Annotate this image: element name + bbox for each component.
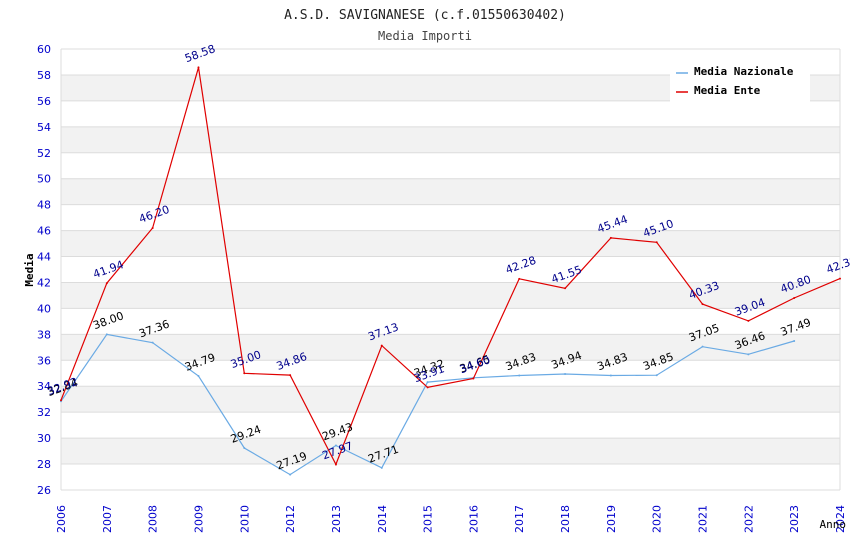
grid-band [61,438,840,465]
grid-band [61,386,840,413]
data-point [197,66,200,69]
y-tick-label: 42 [37,276,51,289]
chart-subtitle: Media Importi [378,29,472,43]
y-axis-label: Media [23,253,36,286]
y-tick-label: 26 [37,484,51,497]
series-line-media-ente [60,67,841,466]
data-point [289,374,292,377]
data-point [747,353,750,356]
y-tick-label: 34 [37,380,51,393]
x-axis-label: Anno [820,518,847,531]
grid-band [61,126,840,153]
data-point [289,473,292,476]
data-point [380,344,383,347]
data-point [60,399,62,402]
data-point [839,277,841,280]
data-point [518,277,521,280]
x-tick-label: 2010 [238,505,251,533]
legend-box [670,60,810,102]
y-tick-label: 56 [37,95,51,108]
x-tick-label: 2020 [651,505,664,533]
data-point [243,446,246,449]
background-bands [61,74,840,465]
data-point [655,241,658,244]
data-point [334,463,337,466]
y-tick-label: 32 [37,406,51,419]
x-tick-label: 2008 [147,505,160,533]
grid-band [61,178,840,205]
data-point [426,381,429,384]
grid-band [61,282,840,309]
x-tick-label: 2007 [101,505,114,533]
data-point [243,372,246,375]
x-tick-label: 2015 [422,505,435,533]
legend-label-nazionale: Media Nazionale [694,65,794,78]
data-point [793,297,796,300]
data-point [151,341,154,344]
y-tick-label: 40 [37,302,51,315]
y-tick-label: 36 [37,354,51,367]
y-tick-label: 38 [37,328,51,341]
grid-band [61,230,840,257]
series-group [60,66,841,476]
y-axis-ticks: 26 28 30 32 34 36 38 40 42 44 46 48 50 52 54 56 58 60 [37,43,51,497]
x-axis-ticks: 2006 2007 2008 2009 2010 2012 2013 2014 2015 2016… [55,505,847,533]
x-tick-label: 2019 [605,505,618,533]
data-label: 58.58 [183,42,217,65]
data-label: 41.94 [91,258,125,281]
data-point [380,466,383,469]
data-point [105,282,108,285]
y-tick-label: 30 [37,432,51,445]
x-tick-label: 2021 [697,505,710,533]
data-point [655,374,658,377]
gridlines [60,48,841,491]
y-tick-label: 46 [37,225,51,238]
x-tick-label: 2017 [513,505,526,533]
x-tick-label: 2022 [742,505,755,533]
data-point [518,374,521,377]
y-tick-label: 52 [37,147,51,160]
grid-band [61,334,840,361]
data-point [197,374,200,377]
x-tick-label: 2018 [559,505,572,533]
x-tick-label: 2009 [192,505,205,533]
data-point [426,386,429,389]
y-tick-label: 50 [37,173,51,186]
data-point [609,374,612,377]
x-tick-label: 2006 [55,505,68,533]
data-point [151,226,154,229]
data-point [564,373,567,376]
data-point [472,377,475,380]
x-tick-label: 2014 [376,505,389,533]
data-label: 42.28 [504,254,538,277]
data-point [334,444,337,447]
y-tick-label: 58 [37,69,51,82]
x-tick-label: 2013 [330,505,343,533]
y-tick-label: 54 [37,121,51,134]
y-tick-label: 44 [37,251,51,264]
data-point [747,319,750,322]
y-tick-label: 28 [37,458,51,471]
data-point [701,303,704,306]
data-point [105,333,108,336]
y-tick-label: 60 [37,43,51,56]
y-tick-label: 48 [37,199,51,212]
x-tick-label: 2024 [834,505,847,533]
x-tick-label: 2016 [467,505,480,533]
data-point [701,345,704,348]
data-point [564,287,567,290]
chart-title: A.S.D. SAVIGNANESE (c.f.01550630402) [284,8,566,23]
data-label: 38.00 [91,309,125,332]
x-tick-label: 2023 [788,505,801,533]
legend-label-ente: Media Ente [694,84,761,97]
data-point [793,339,796,342]
data-point [609,236,612,239]
legend: Media Nazionale Media Ente [670,60,810,102]
x-tick-label: 2012 [284,505,297,533]
